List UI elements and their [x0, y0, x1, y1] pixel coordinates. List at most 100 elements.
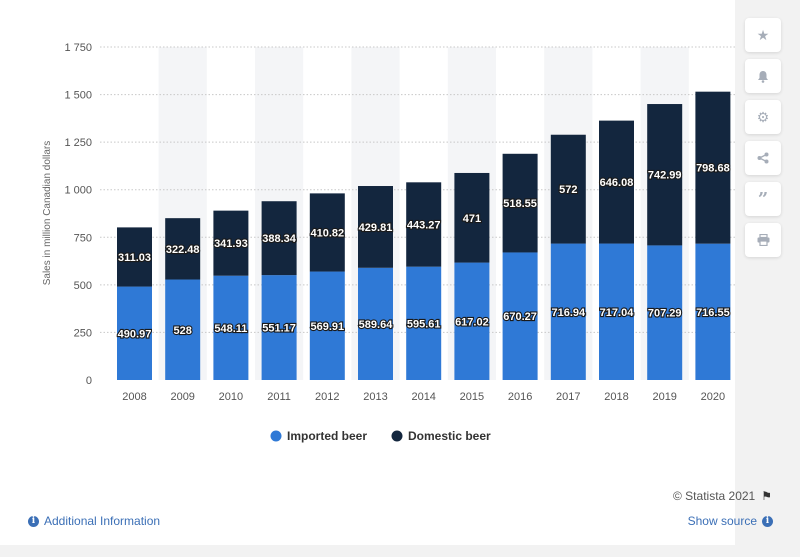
star-icon: ★ — [756, 26, 770, 43]
x-tick-label: 2019 — [652, 391, 676, 403]
data-label: 490.97 — [118, 328, 152, 340]
bell-icon — [758, 70, 768, 83]
x-tick-label: 2009 — [170, 391, 194, 403]
y-tick-label: 1 000 — [64, 185, 92, 197]
data-label: 670.27 — [503, 311, 537, 323]
side-toolbar: ★ ⚙ ” — [745, 18, 783, 257]
cite-button[interactable]: ” — [745, 182, 781, 216]
imported-beer-bar — [358, 267, 393, 380]
additional-information-label: Additional Information — [44, 514, 161, 528]
imported-beer-bar — [117, 286, 152, 380]
x-tick-label: 2012 — [315, 391, 339, 403]
y-tick-label: 750 — [74, 232, 92, 244]
data-label: 551.17 — [262, 323, 296, 335]
data-label: 341.93 — [214, 238, 248, 250]
imported-beer-bar — [406, 266, 442, 380]
data-label: 518.55 — [503, 198, 537, 210]
x-tick-label: 2010 — [219, 391, 243, 403]
y-axis-title: Sales in million Canadian dollars — [42, 141, 53, 286]
x-tick-label: 2018 — [604, 391, 628, 403]
chart-panel: 0 250 500 750 1 000 1 250 1 500 1 750 Sales in m… — [0, 0, 735, 545]
notification-button[interactable] — [745, 59, 781, 93]
imported-beer-bar — [261, 275, 297, 380]
bar-chart: 0 250 500 750 1 000 1 250 1 500 1 750 Sales in m… — [42, 42, 735, 443]
imported-beer-bar — [502, 252, 538, 380]
data-label: 716.94 — [551, 307, 586, 319]
imported-beer-bar — [695, 243, 731, 380]
imported-beer-bar — [309, 271, 345, 380]
gear-icon: ⚙ — [756, 108, 770, 125]
y-tick-label: 1 250 — [64, 137, 92, 149]
imported-beer-bar — [550, 243, 586, 380]
data-label: 569.91 — [310, 321, 344, 333]
data-label: 707.29 — [648, 308, 682, 320]
data-label: 548.11 — [214, 323, 247, 335]
data-label: 410.82 — [310, 227, 344, 239]
domestic-beer-bar — [309, 193, 345, 272]
domestic-beer-bar — [695, 91, 731, 244]
domestic-beer-bar — [213, 210, 249, 276]
legend-label: Imported beer — [287, 429, 367, 443]
x-tick-label: 2013 — [363, 391, 387, 403]
data-label: 443.27 — [407, 219, 441, 231]
data-label: 798.68 — [696, 163, 730, 175]
share-icon — [757, 152, 769, 164]
x-tick-label: 2011 — [267, 391, 291, 403]
domestic-beer-bar — [550, 134, 586, 244]
y-tick-label: 500 — [74, 280, 92, 292]
flag-icon[interactable]: ⚑ — [761, 489, 772, 503]
domestic-beer-bar — [599, 120, 634, 244]
info-icon: i — [28, 515, 39, 527]
print-icon — [757, 234, 769, 246]
data-label: 528 — [174, 325, 192, 337]
quote-icon: ” — [757, 188, 769, 210]
imported-beer-bar — [599, 243, 634, 380]
y-tick-label: 1 750 — [64, 42, 92, 54]
domestic-beer-bar — [358, 186, 393, 268]
show-source-link[interactable]: Show source i — [688, 514, 773, 528]
data-label: 388.34 — [262, 233, 297, 245]
x-tick-label: 2020 — [701, 391, 725, 403]
legend-marker — [270, 430, 282, 442]
copyright: © Statista 2021 ⚑ — [673, 489, 772, 503]
favorite-button[interactable]: ★ — [745, 18, 781, 52]
y-tick-label: 1 500 — [64, 90, 92, 102]
x-tick-label: 2015 — [460, 391, 484, 403]
data-label: 589.64 — [359, 319, 394, 331]
data-label: 322.48 — [166, 244, 200, 256]
print-button[interactable] — [745, 223, 781, 257]
legend-label: Domestic beer — [408, 429, 491, 443]
domestic-beer-bar — [117, 227, 152, 287]
imported-beer-bar — [213, 275, 249, 380]
domestic-beer-bar — [502, 153, 538, 253]
data-label: 646.08 — [600, 177, 634, 189]
imported-beer-bar — [165, 279, 201, 380]
y-tick-label: 0 — [86, 375, 92, 387]
x-tick-label: 2008 — [122, 391, 146, 403]
y-tick-label: 250 — [74, 327, 92, 339]
x-tick-label: 2014 — [411, 391, 435, 403]
additional-information-link[interactable]: i Additional Information — [28, 514, 160, 528]
domestic-beer-bar — [406, 182, 442, 267]
data-label: 311.03 — [118, 252, 151, 264]
imported-beer-bar — [647, 245, 683, 380]
data-label: 717.04 — [600, 307, 635, 319]
data-label: 429.81 — [359, 222, 393, 234]
domestic-beer-bar — [647, 104, 683, 246]
domestic-beer-bar — [261, 201, 297, 276]
info-icon: i — [762, 515, 773, 527]
imported-beer-bar — [454, 262, 490, 380]
data-label: 716.55 — [696, 307, 730, 319]
domestic-beer-bar — [165, 218, 201, 280]
share-button[interactable] — [745, 141, 781, 175]
data-label: 742.99 — [648, 170, 682, 182]
x-tick-label: 2016 — [508, 391, 532, 403]
copyright-text: © Statista 2021 — [673, 489, 756, 503]
data-label: 617.02 — [455, 316, 489, 328]
data-label: 595.61 — [407, 318, 441, 330]
x-tick-label: 2017 — [556, 391, 580, 403]
domestic-beer-bar — [454, 172, 490, 263]
show-source-label: Show source — [687, 514, 757, 528]
legend-marker — [391, 430, 403, 442]
settings-button[interactable]: ⚙ — [745, 100, 781, 134]
